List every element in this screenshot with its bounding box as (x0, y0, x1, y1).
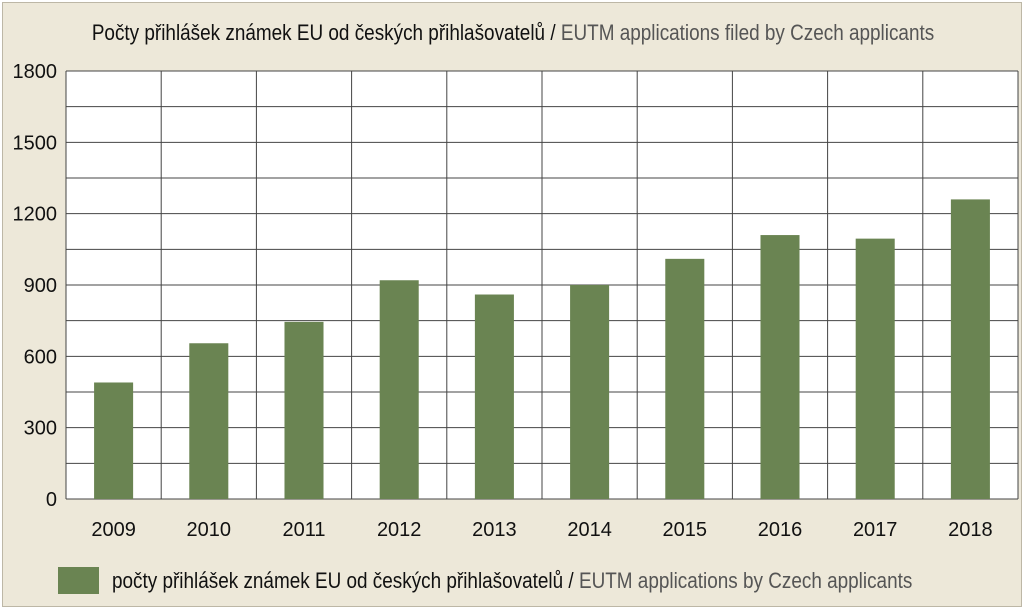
x-tick-label-2009: 2009 (91, 519, 136, 541)
bar-2014 (570, 285, 610, 499)
legend-label: počty přihlášek známek EU od českých při… (112, 568, 912, 594)
chart-title-cz: Počty přihlášek známek EU od českých při… (91, 20, 546, 45)
bar-2012 (379, 280, 419, 499)
y-tick-label-600: 600 (24, 346, 57, 368)
bar-2009 (94, 382, 134, 499)
y-tick-label-0: 0 (46, 489, 57, 511)
y-tick-label-900: 900 (24, 275, 57, 297)
x-tick-label-2015: 2015 (663, 519, 708, 541)
bar-2018 (950, 199, 990, 499)
legend-separator: / (568, 568, 574, 593)
bar-2017 (855, 238, 895, 499)
bar-2010 (189, 343, 229, 499)
chart-title: Počty přihlášek známek EU od českých při… (72, 20, 954, 46)
x-tick-label-2018: 2018 (948, 519, 993, 541)
bar-2016 (760, 235, 800, 500)
y-tick-label-1200: 1200 (13, 204, 58, 226)
legend-label-en: EUTM applications by Czech applicants (578, 568, 913, 593)
chart-title-en: EUTM applications filed by Czech applica… (560, 20, 935, 45)
x-tick-label-2014: 2014 (567, 519, 612, 541)
x-tick-label-2017: 2017 (853, 519, 898, 541)
y-axis-ticks: 0 300 600 900 1200 1500 1800 (13, 61, 58, 511)
x-tick-label-2016: 2016 (758, 519, 803, 541)
legend-swatch (58, 567, 99, 594)
x-tick-label-2011: 2011 (282, 519, 325, 541)
legend-label-cz: počty přihlášek známek EU od českých při… (112, 568, 564, 593)
y-tick-label-300: 300 (24, 418, 57, 440)
x-axis-ticks: 2009 2010 2011 2012 2013 2014 2015 2016 2017 2018 (91, 519, 992, 541)
x-tick-label-2010: 2010 (187, 519, 232, 541)
bars (94, 199, 990, 500)
y-tick-label-1500: 1500 (13, 132, 58, 154)
bar-2011 (284, 321, 324, 499)
y-tick-label-1800: 1800 (13, 61, 58, 83)
title-separator: / (550, 20, 556, 45)
bar-2015 (665, 258, 705, 499)
x-tick-label-2013: 2013 (472, 519, 517, 541)
bar-2013 (474, 294, 514, 499)
x-tick-label-2012: 2012 (377, 519, 422, 541)
